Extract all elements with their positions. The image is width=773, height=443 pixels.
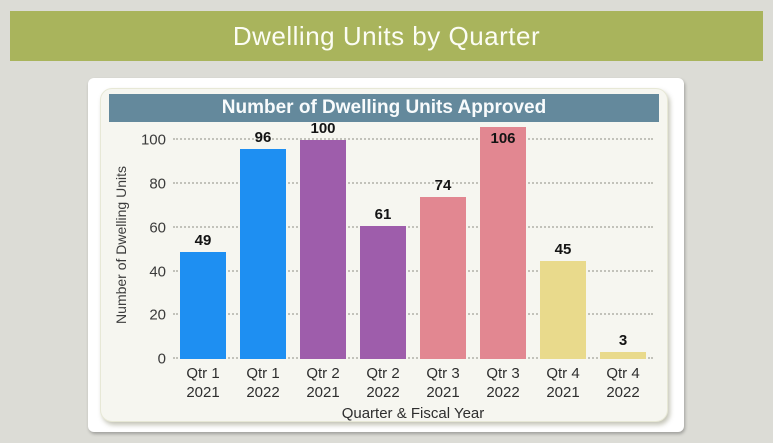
chart-title: Number of Dwelling Units Approved xyxy=(221,97,547,118)
gridline-y-100 xyxy=(173,138,653,141)
y-tick-label-20: 20 xyxy=(149,306,166,324)
bar-slot: 49 xyxy=(173,125,233,359)
y-tick-label-100: 100 xyxy=(140,131,166,149)
y-axis: 0 20 40 60 80 100 xyxy=(133,125,173,368)
chart-panel: Number of Dwelling Units Approved Number… xyxy=(88,78,684,432)
y-axis-title: Number of Dwelling Units xyxy=(113,166,129,325)
y-tick-label-80: 80 xyxy=(149,175,166,193)
bar-slot: 45 xyxy=(533,125,593,359)
gridline-y-20 xyxy=(173,313,653,316)
x-tick-label: Qtr 3 2021 xyxy=(426,365,460,401)
bar-slot: 74 xyxy=(413,125,473,359)
plot-column: 49 96 100 61 74 106 45 3 Qtr 1 2021 Qtr 1 2022 Qtr … xyxy=(173,121,653,422)
bar-qtr-3-2022 xyxy=(480,127,526,359)
bar-value-label: 45 xyxy=(554,240,572,258)
bar-value-label: 49 xyxy=(194,231,212,249)
bar-qtr-2-2022 xyxy=(360,225,406,359)
gridline-y-80 xyxy=(173,182,653,185)
bar-value-label: 3 xyxy=(618,332,628,350)
x-tick-label: Qtr 2 2022 xyxy=(366,365,400,401)
bar-slot: 100 xyxy=(293,121,353,359)
gridline-y-0 xyxy=(173,357,653,359)
plot-area: 49 96 100 61 74 106 45 3 xyxy=(173,121,653,359)
y-tick-label-60: 60 xyxy=(149,219,166,237)
chart-card: Number of Dwelling Units Approved Number… xyxy=(100,88,668,422)
page-title: Dwelling Units by Quarter xyxy=(232,20,541,51)
bar-slot: 96 xyxy=(233,125,293,359)
gridline-y-40 xyxy=(173,269,653,272)
bar-qtr-2-2021 xyxy=(300,140,346,359)
x-tick-label: Qtr 3 2022 xyxy=(486,365,520,401)
x-axis-ticks: Qtr 1 2021 Qtr 1 2022 Qtr 2 2021 Qtr 2 2022 Qtr … xyxy=(173,365,653,403)
chart-header-bar: Number of Dwelling Units Approved xyxy=(109,94,659,122)
bar-value-label: 106 xyxy=(490,130,516,148)
bar-value-label: 74 xyxy=(434,177,452,195)
bar-slot: 3 xyxy=(593,125,653,359)
gridline-y-60 xyxy=(173,225,653,228)
bar-slot: 106 xyxy=(473,125,533,359)
bar-qtr-4-2022 xyxy=(600,352,646,359)
x-tick-label: Qtr 1 2022 xyxy=(246,365,280,401)
bar-value-label: 96 xyxy=(254,129,272,147)
page-banner: Dwelling Units by Quarter xyxy=(10,11,763,61)
y-tick-label-0: 0 xyxy=(157,350,166,368)
bar-qtr-1-2022 xyxy=(240,149,286,359)
bar-qtr-1-2021 xyxy=(180,251,226,359)
bar-slot: 61 xyxy=(353,125,413,359)
bar-value-label: 61 xyxy=(374,205,392,223)
bar-value-label: 100 xyxy=(310,120,336,138)
x-tick-label: Qtr 2 2021 xyxy=(306,365,340,401)
x-tick-label: Qtr 4 2021 xyxy=(546,365,580,401)
y-tick-label-40: 40 xyxy=(149,263,166,281)
bars-container: 49 96 100 61 74 106 45 3 xyxy=(173,121,653,359)
bar-chart: Number of Dwelling Units 0 20 40 60 80 100 49… xyxy=(101,121,667,422)
x-tick-label: Qtr 4 2022 xyxy=(606,365,640,401)
bar-qtr-4-2021 xyxy=(540,260,586,359)
x-tick-label: Qtr 1 2021 xyxy=(186,365,220,401)
bar-qtr-3-2021 xyxy=(420,197,466,359)
x-axis-title: Quarter & Fiscal Year xyxy=(341,404,485,422)
